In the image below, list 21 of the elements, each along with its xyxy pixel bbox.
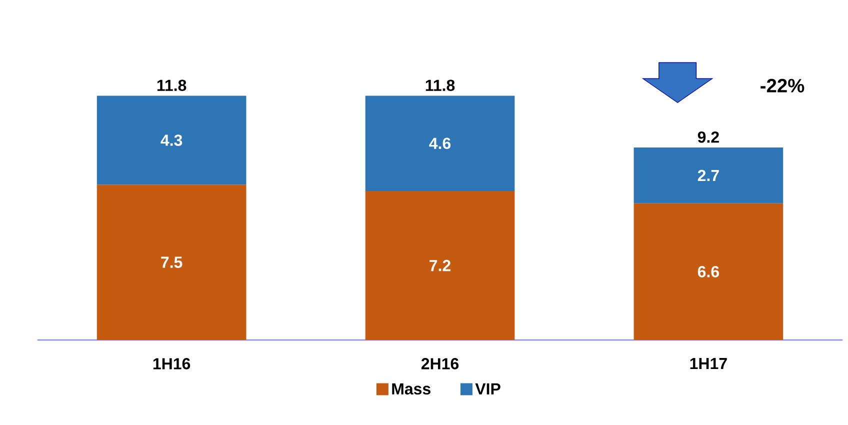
legend-label: Mass [392, 383, 430, 394]
x-tick-label: 2H16 [421, 358, 459, 370]
data-label: 7.5 [161, 256, 182, 268]
bar [96, 184, 246, 340]
bar [365, 96, 515, 191]
bar [96, 96, 246, 185]
bar [634, 203, 784, 340]
bar [365, 190, 515, 340]
data-label: 7.2 [430, 260, 450, 271]
total-label: 11.8 [157, 80, 186, 91]
bar [634, 147, 784, 204]
data-label: 4.3 [160, 134, 182, 146]
x-tick-label: 1H17 [690, 358, 727, 369]
text: -22% [760, 78, 804, 92]
data-label: 6.6 [698, 266, 719, 278]
legend-label: VIP [475, 383, 500, 394]
total-label: 11.8 [426, 80, 455, 91]
data-label: 4.6 [429, 138, 451, 149]
total-label: 9.2 [698, 131, 719, 143]
data-label: 2.7 [698, 170, 719, 181]
x-tick-label: 1H16 [153, 358, 190, 370]
